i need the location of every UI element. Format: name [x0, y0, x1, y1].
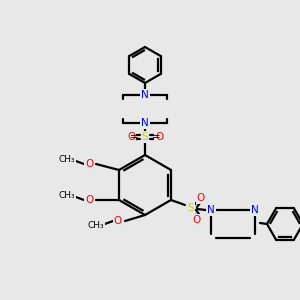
Text: O: O [197, 193, 205, 203]
Text: N: N [251, 205, 259, 215]
Text: N: N [141, 90, 149, 100]
Text: CH₃: CH₃ [59, 191, 75, 200]
Text: O: O [85, 195, 93, 205]
Text: O: O [114, 216, 122, 226]
Text: O: O [85, 159, 93, 169]
Text: S: S [188, 203, 194, 213]
Text: N: N [207, 205, 215, 215]
Text: S: S [142, 132, 148, 142]
Text: O: O [193, 215, 201, 225]
Text: N: N [141, 118, 149, 128]
Text: O: O [127, 132, 135, 142]
Text: CH₃: CH₃ [88, 220, 104, 230]
Text: =: = [130, 132, 138, 142]
Text: O: O [155, 132, 163, 142]
Text: CH₃: CH₃ [59, 155, 75, 164]
Text: =: = [152, 132, 160, 142]
